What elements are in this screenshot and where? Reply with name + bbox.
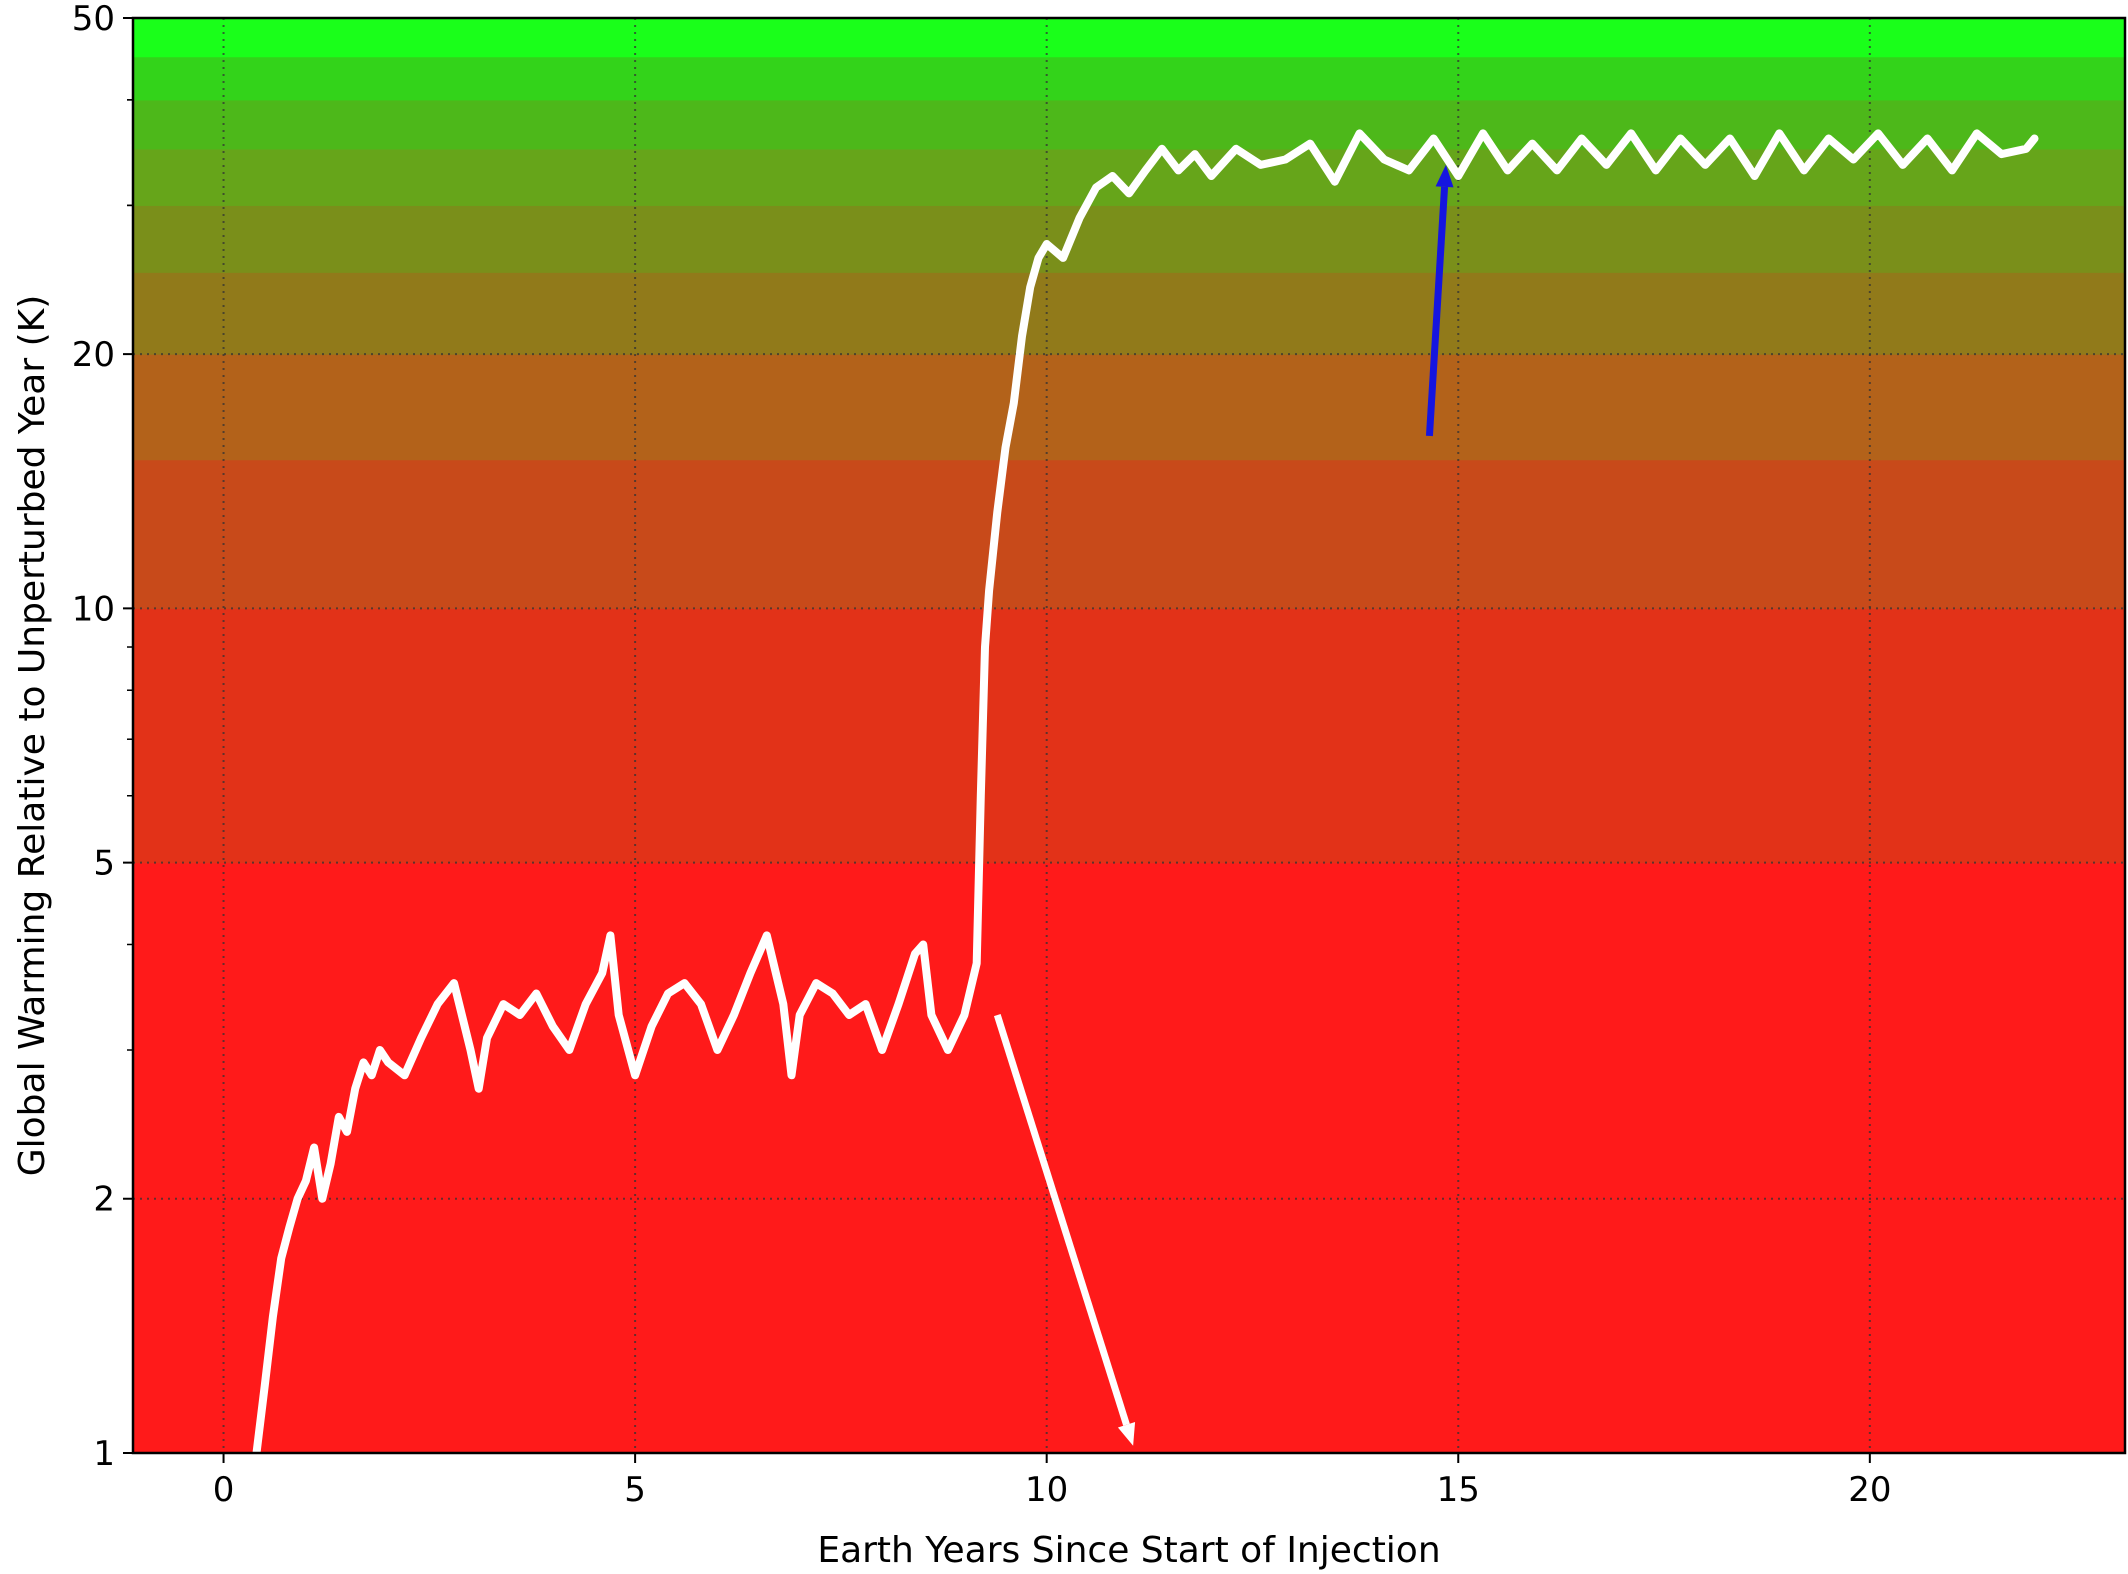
y-tick-label: 2 xyxy=(93,1180,115,1220)
x-axis-label: Earth Years Since Start of Injection xyxy=(817,1530,1440,1571)
background-band xyxy=(133,608,2125,864)
x-tick-label: 0 xyxy=(213,1470,235,1510)
warming-line xyxy=(252,129,2039,1457)
background-band xyxy=(133,18,2125,58)
arrow-head xyxy=(1435,164,1454,188)
x-tick-label: 15 xyxy=(1437,1470,1480,1510)
background-band xyxy=(133,99,2125,150)
y-axis: 1 2 5 10 20 50 xyxy=(72,0,133,1474)
y-tick-label: 20 xyxy=(72,335,115,375)
arrow xyxy=(1425,164,1454,437)
x-tick-label: 20 xyxy=(1848,1470,1891,1510)
background-band xyxy=(133,862,2125,1454)
background-band xyxy=(133,148,2125,206)
arrow-shaft xyxy=(1425,186,1449,437)
y-tick-label: 10 xyxy=(72,589,115,629)
x-axis: 0 5 10 15 20 xyxy=(213,1453,1891,1510)
x-tick-label: 5 xyxy=(624,1470,646,1510)
data-series xyxy=(252,129,2039,1457)
y-axis-label: Global Warming Relative to Unperturbed Y… xyxy=(12,295,53,1177)
arrow xyxy=(993,1013,1136,1446)
grid xyxy=(133,18,2125,1453)
background-band xyxy=(133,205,2125,273)
arrow-shaft xyxy=(993,1013,1130,1426)
background-bands xyxy=(133,18,2125,1454)
x-tick-label: 10 xyxy=(1025,1470,1068,1510)
y-tick-label: 5 xyxy=(93,844,115,884)
annotations xyxy=(993,164,1454,1446)
plot-frame xyxy=(131,16,2127,1455)
y-tick-label: 1 xyxy=(93,1434,115,1474)
arrow-head xyxy=(1117,1422,1136,1446)
background-band xyxy=(133,354,2125,461)
background-band xyxy=(133,459,2125,609)
background-band xyxy=(133,272,2125,355)
y-tick-label: 50 xyxy=(72,0,115,39)
background-band xyxy=(133,56,2125,101)
